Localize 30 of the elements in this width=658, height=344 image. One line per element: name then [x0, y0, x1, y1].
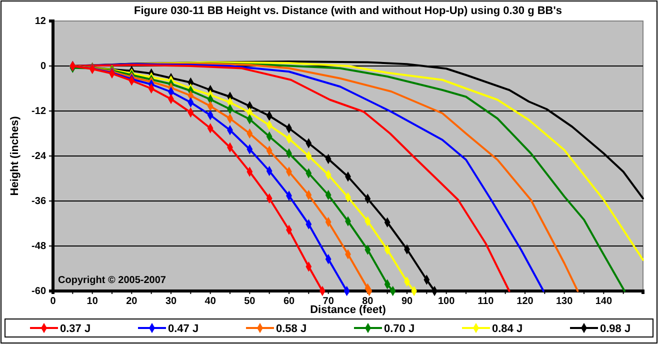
x-tick-label: 30 — [165, 296, 177, 308]
x-axis-title: Distance (feet) — [310, 304, 386, 316]
legend-label: 0.58 J — [276, 323, 307, 335]
y-tick-label: 12 — [34, 16, 46, 28]
y-tick-label: 0 — [40, 61, 46, 72]
chart-title: Figure 030-11 BB Height vs. Distance (with and without Hop-Up) using 0.30 g BB's — [134, 5, 562, 17]
x-tick-label: 0 — [50, 296, 56, 308]
legend-label: 0.84 J — [492, 323, 523, 335]
legend-label: 0.37 J — [60, 323, 91, 335]
y-tick-label: -12 — [32, 106, 46, 118]
y-tick-label: -36 — [32, 196, 46, 208]
x-tick-label: 110 — [478, 296, 494, 308]
x-tick-label: 140 — [595, 296, 612, 308]
x-tick-label: 60 — [283, 296, 295, 308]
x-tick-label: 50 — [244, 296, 256, 308]
x-tick-label: 100 — [438, 296, 456, 308]
x-tick-label: 130 — [556, 296, 574, 308]
legend-label: 0.70 J — [384, 323, 415, 335]
x-tick-label: 40 — [204, 296, 216, 308]
x-tick-label: 20 — [126, 296, 138, 308]
y-tick-label: -60 — [32, 286, 46, 298]
y-tick-label: -24 — [32, 151, 46, 162]
y-axis-title: Height (inches) — [9, 116, 21, 196]
annotation: Copyright © 2005-2007 — [58, 275, 166, 286]
legend-label: 0.98 J — [600, 323, 631, 335]
x-tick-label: 120 — [516, 296, 534, 308]
x-tick-label: 10 — [86, 296, 98, 308]
legend-label: 0.47 J — [168, 323, 199, 335]
y-tick-label: -48 — [32, 241, 46, 252]
x-tick-label: 90 — [401, 296, 413, 308]
